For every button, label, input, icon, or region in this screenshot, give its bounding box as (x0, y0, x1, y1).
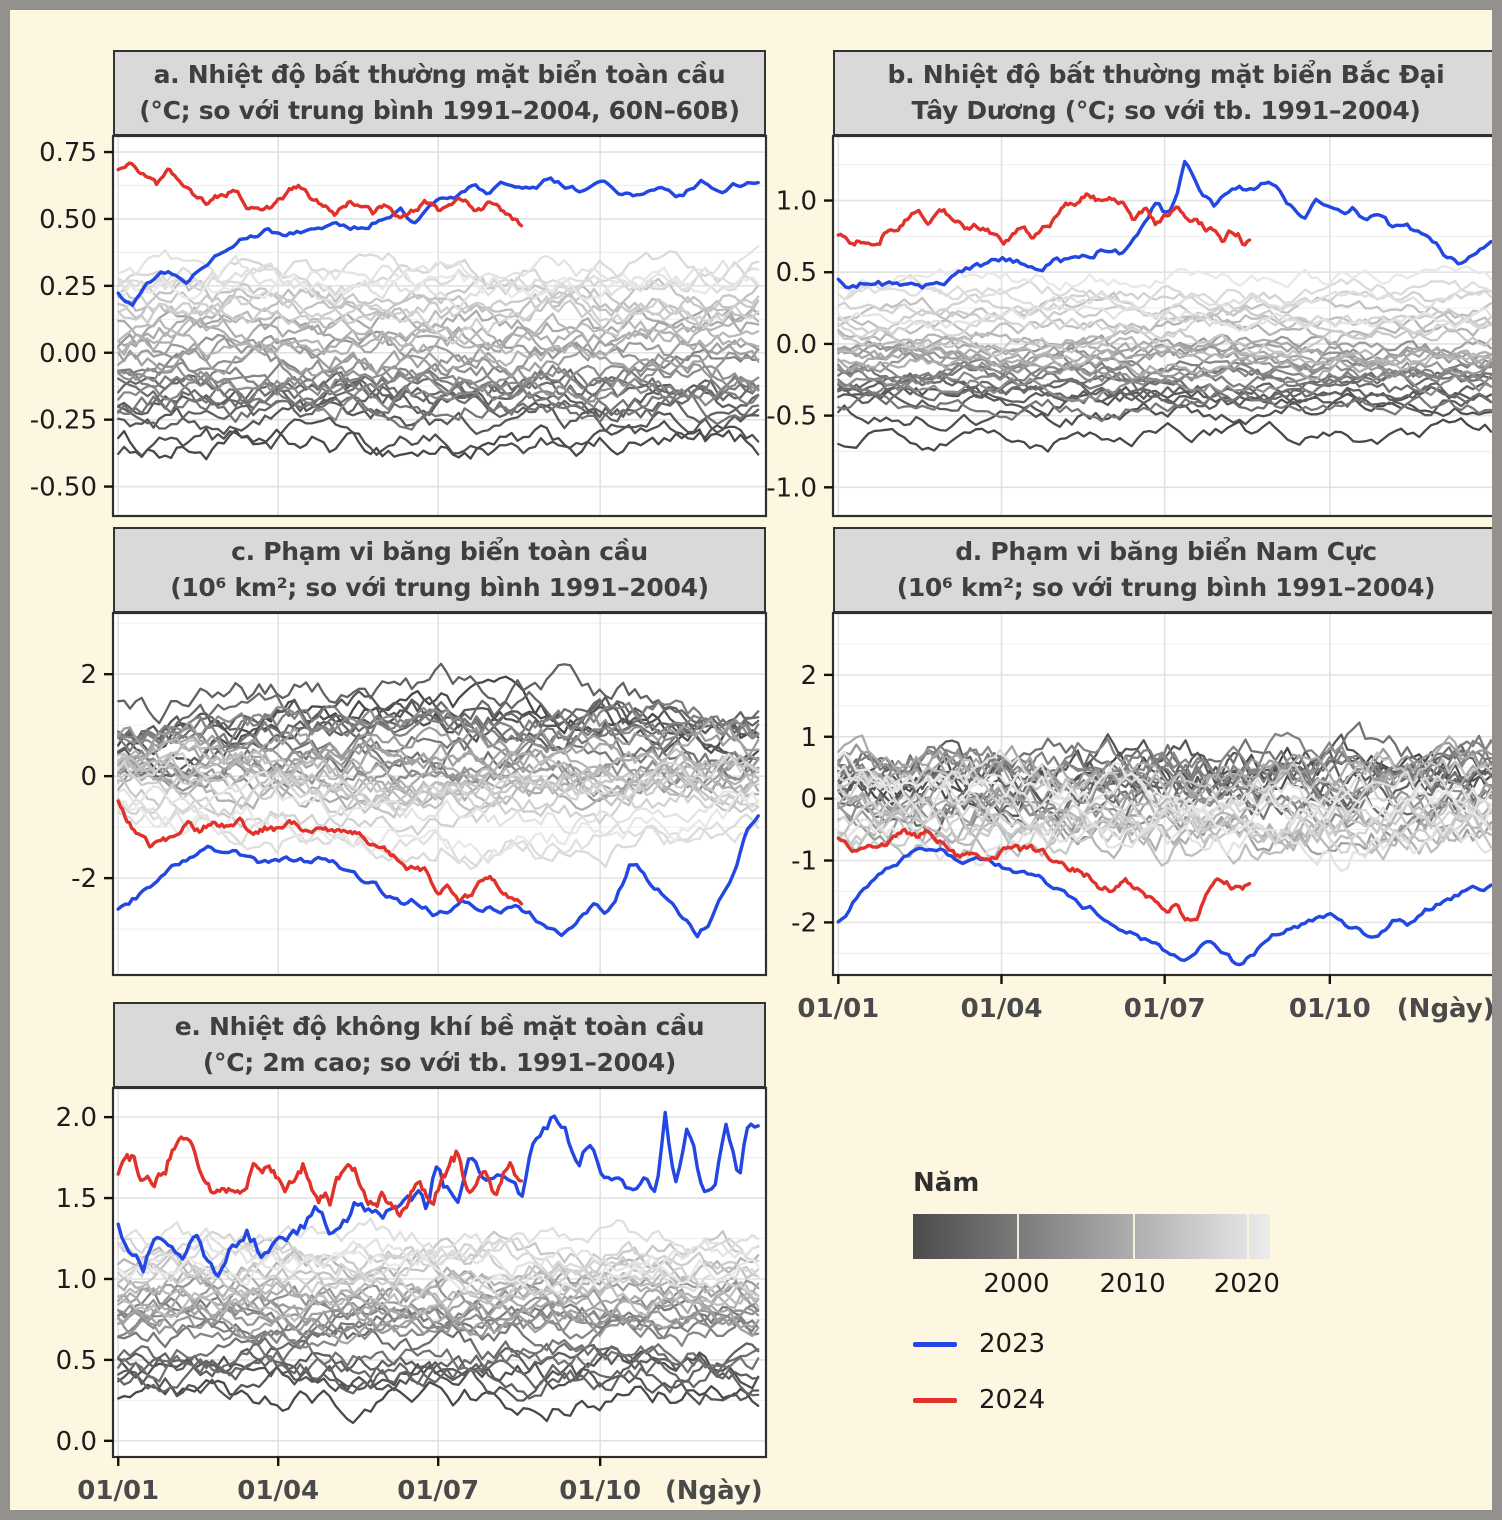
panel-global-sea-ice-title: c. Phạm vi băng biển toàn cầu (10⁶ km²; … (113, 527, 766, 613)
svg-text:1: 1 (800, 723, 817, 753)
svg-text:2: 2 (80, 660, 97, 690)
svg-text:-2: -2 (71, 864, 97, 894)
gradient-tick-label: 2020 (1213, 1269, 1280, 1299)
svg-text:0.0: 0.0 (56, 1427, 97, 1457)
panel-title-line1: a. Nhiệt độ bất thường mặt biển toàn cầu (153, 59, 726, 89)
gradient-tick-label: 2000 (983, 1269, 1050, 1299)
panel-title-line1: c. Phạm vi băng biển toàn cầu (231, 536, 648, 566)
panel-north-atlantic-sst-plot: 1.0 0.5 0.0 -0.5 -1.0 (766, 134, 1492, 518)
panel-north-atlantic-sst: b. Nhiệt độ bất thường mặt biển Bắc Đại … (766, 50, 1492, 518)
panel-title-line2: (10⁶ km²; so với trung bình 1991–2004) (896, 573, 1436, 602)
svg-text:-0.5: -0.5 (766, 402, 817, 432)
svg-text:0.75: 0.75 (39, 138, 97, 168)
panel-global-sst-plot: 0.75 0.50 0.25 0.00 -0.25 -0.50 (30, 134, 768, 518)
year-gradient-labels: 2000 2010 2020 (913, 1269, 1279, 1301)
panel-title-line2: Tây Dương (°C; so với tb. 1991–2004) (911, 96, 1421, 125)
svg-text:-1: -1 (791, 847, 817, 877)
gradient-tick-label: 2010 (1099, 1269, 1166, 1299)
panel-antarctic-sea-ice-title: d. Phạm vi băng biển Nam Cực (10⁶ km²; s… (833, 527, 1492, 613)
svg-text:-0.25: -0.25 (30, 406, 97, 436)
legend-line-2024 (913, 1397, 957, 1403)
svg-text:0.50: 0.50 (39, 205, 97, 235)
svg-text:-0.50: -0.50 (30, 473, 97, 503)
year-gradient-fill (913, 1214, 1270, 1259)
legend-entry-2024: 2024 (913, 1385, 1313, 1415)
svg-text:0.0: 0.0 (776, 330, 817, 360)
panel-title-line1: d. Phạm vi băng biển Nam Cực (955, 536, 1377, 566)
panel-title-line1: e. Nhiệt độ không khí bề mặt toàn cầu (174, 1011, 705, 1041)
panel-global-sst-title: a. Nhiệt độ bất thường mặt biển toàn cầu… (113, 50, 766, 136)
svg-text:01/10: 01/10 (559, 1476, 641, 1506)
panel-global-sst: a. Nhiệt độ bất thường mặt biển toàn cầu… (30, 50, 768, 518)
svg-text:0.25: 0.25 (39, 272, 97, 302)
svg-text:01/01: 01/01 (77, 1476, 159, 1506)
svg-text:01/07: 01/07 (397, 1476, 479, 1506)
panel-antarctic-sea-ice-plot: 2 1 0 -1 -2 01/01 01/04 01/07 01/10 (Ngày) (791, 611, 1495, 1024)
legend-title: Năm (913, 1168, 980, 1198)
svg-text:-1.0: -1.0 (766, 473, 817, 503)
panel-title-line2: (10⁶ km²; so với trung bình 1991–2004) (170, 573, 709, 602)
year-gradient-bar (913, 1214, 1270, 1259)
svg-text:01/07: 01/07 (1124, 994, 1206, 1024)
panel-title-line1: b. Nhiệt độ bất thường mặt biển Bắc Đại (887, 59, 1445, 89)
svg-text:1.0: 1.0 (776, 187, 817, 217)
legend: Năm 2000 2010 2020 2023 2024 (913, 1168, 1313, 1415)
panel-global-air-temp: e. Nhiệt độ không khí bề mặt toàn cầu (°… (56, 1002, 768, 1506)
gradient-tick (1132, 1214, 1135, 1259)
gradient-tick (1246, 1214, 1249, 1259)
svg-text:1.5: 1.5 (56, 1184, 97, 1214)
panel-global-sea-ice: c. Phạm vi băng biển toàn cầu (10⁶ km²; … (71, 527, 768, 977)
panel-antarctic-sea-ice: d. Phạm vi băng biển Nam Cực (10⁶ km²; s… (791, 527, 1492, 1024)
svg-text:(Ngày): (Ngày) (665, 1476, 763, 1506)
svg-text:01/10: 01/10 (1289, 994, 1371, 1024)
svg-text:1.0: 1.0 (56, 1265, 97, 1295)
svg-text:2.0: 2.0 (56, 1103, 97, 1133)
panel-global-sea-ice-plot: 2 0 -2 (71, 611, 768, 977)
legend-line-2023 (913, 1341, 957, 1347)
legend-entry-label: 2023 (979, 1329, 1046, 1359)
svg-text:0: 0 (80, 762, 97, 792)
svg-text:-2: -2 (791, 908, 817, 938)
legend-entry-label: 2024 (979, 1385, 1046, 1415)
svg-text:01/04: 01/04 (961, 994, 1043, 1024)
svg-text:01/04: 01/04 (237, 1476, 319, 1506)
panel-title-line2: (°C; 2m cao; so với tb. 1991–2004) (202, 1048, 677, 1077)
panel-global-air-temp-plot: 2.0 1.5 1.0 0.5 0.0 01/01 01/04 01/07 01/10 (Ngày… (56, 1086, 768, 1506)
svg-text:(Ngày): (Ngày) (1397, 994, 1495, 1024)
svg-text:0.5: 0.5 (56, 1346, 97, 1376)
gradient-tick (1016, 1214, 1019, 1259)
svg-text:2: 2 (800, 661, 817, 691)
svg-text:01/01: 01/01 (797, 994, 879, 1024)
panel-global-air-temp-title: e. Nhiệt độ không khí bề mặt toàn cầu (°… (113, 1002, 766, 1088)
svg-text:0: 0 (800, 785, 817, 815)
legend-entry-2023: 2023 (913, 1329, 1313, 1359)
panel-title-line2: (°C; so với trung bình 1991–2004, 60N–60… (139, 96, 740, 125)
svg-text:0.00: 0.00 (39, 339, 97, 369)
panel-north-atlantic-sst-title: b. Nhiệt độ bất thường mặt biển Bắc Đại … (833, 50, 1492, 136)
svg-text:0.5: 0.5 (776, 258, 817, 288)
